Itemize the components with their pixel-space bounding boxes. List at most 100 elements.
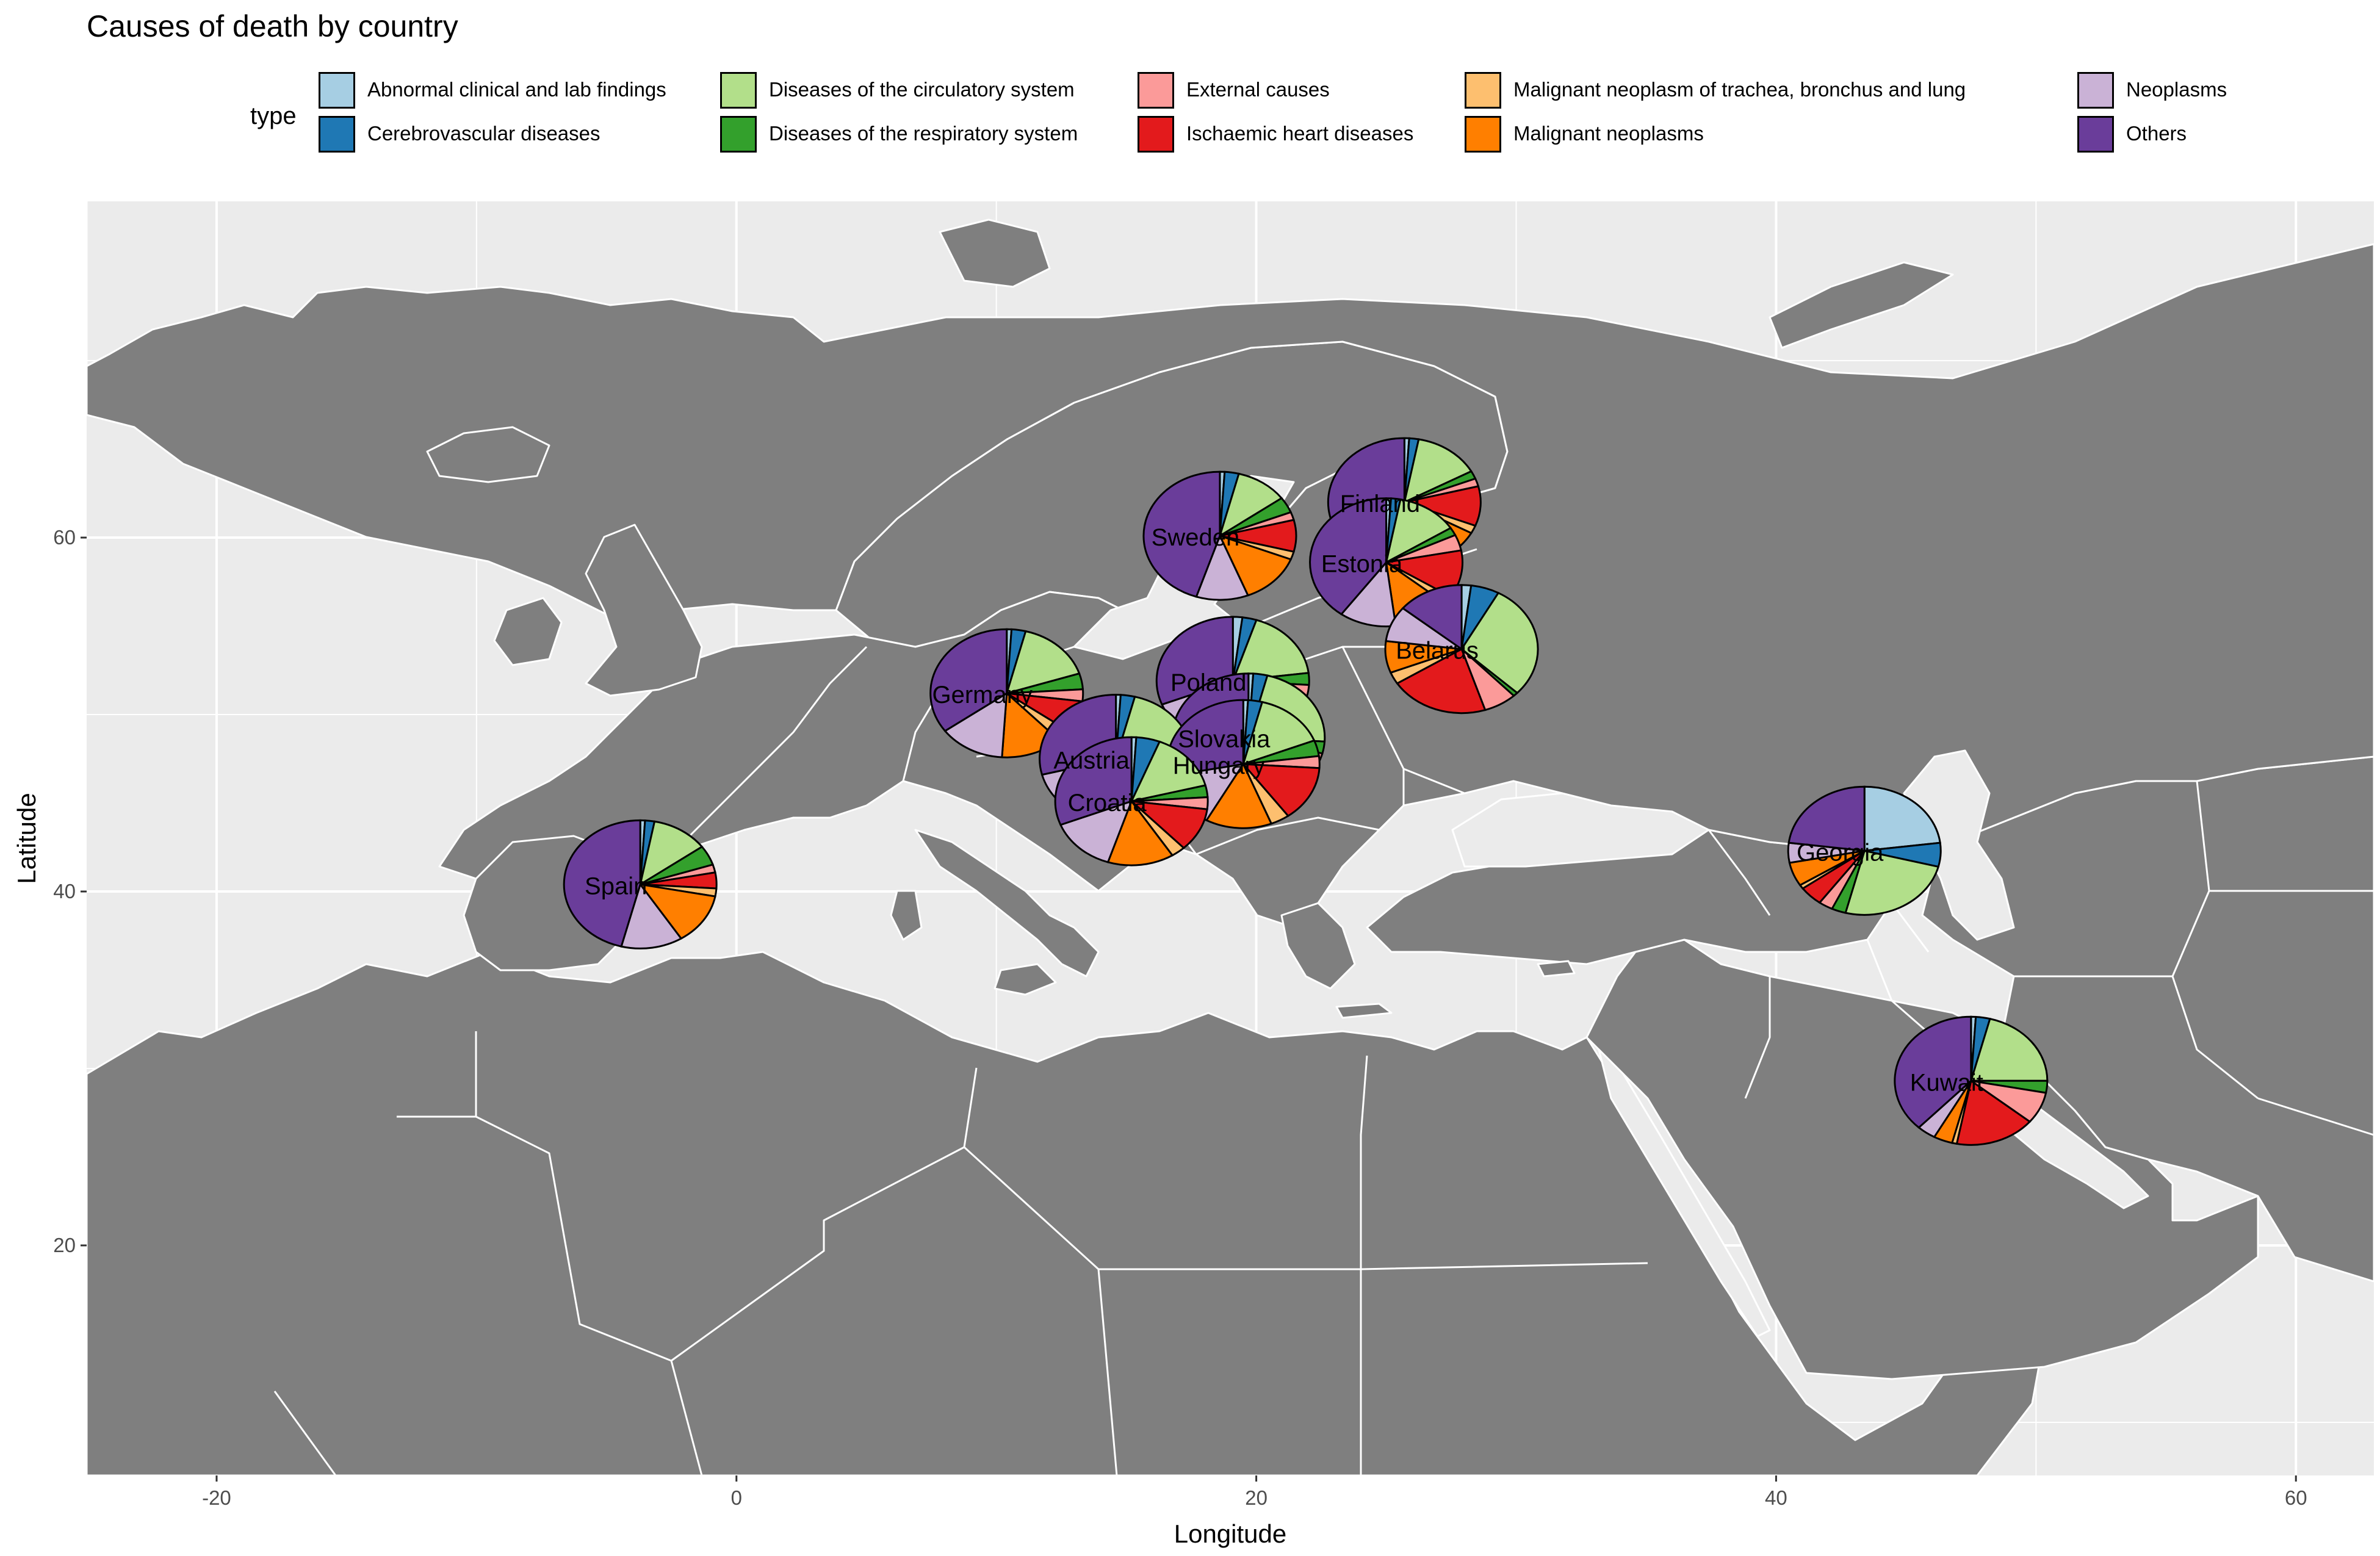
pie-kuwait [1894, 1015, 2049, 1146]
pie-slice [1460, 591, 1539, 694]
pie-slice [1106, 799, 1174, 866]
pie-slice [1787, 785, 1866, 852]
y-tick-label: 40 [53, 880, 76, 902]
land-ireland [493, 597, 563, 666]
pie-slice [563, 819, 641, 948]
legend-swatch [720, 116, 757, 153]
pie-slice [1241, 763, 1321, 818]
y-tick-label: 60 [53, 526, 76, 549]
land-europe-russia [85, 200, 2375, 929]
pie-sweden [1142, 470, 1297, 601]
country-label: Poland [1170, 669, 1247, 696]
legend-label: Abnormal clinical and lab findings [367, 78, 666, 101]
country-label: Spain [585, 873, 647, 899]
pie-slice [943, 691, 1008, 758]
pie-slice [1863, 785, 1941, 852]
pie-estonia [1309, 497, 1464, 628]
pie-spain [563, 819, 718, 949]
legend-swatch [319, 72, 355, 109]
pie-slice [1309, 497, 1388, 616]
pie-charts [563, 437, 2049, 1146]
pie-slice [1955, 1079, 2032, 1146]
legend-swatch [1138, 72, 1174, 109]
legend-label: Neoplasms [2126, 78, 2227, 101]
pie-slice [1242, 701, 1316, 766]
country-label: Estonia [1321, 551, 1403, 578]
land-sicily [993, 963, 1057, 996]
legend: type Abnormal clinical and lab findings C… [0, 0, 2380, 183]
pie-slice [1205, 762, 1273, 829]
pie-slice [1130, 740, 1207, 803]
pie-slice [1844, 849, 1940, 916]
x-tick-label: 20 [1245, 1486, 1268, 1509]
pie-slice [1403, 438, 1473, 504]
axes: -20 0 20 40 60 20 40 60 [53, 526, 2307, 1509]
country-label: Croatia [1068, 790, 1147, 816]
country-label: Belarus [1396, 638, 1479, 665]
legend-swatch [2077, 72, 2114, 109]
land-masses [85, 200, 2375, 1477]
legend-label: Cerebrovascular diseases [367, 122, 600, 145]
country-label: Austria [1053, 747, 1130, 774]
land-cyprus [1537, 960, 1576, 978]
country-labels: Spain Sweden Finland Estonia Belarus Poland Ge… [585, 491, 1983, 1096]
legend-swatch [319, 116, 355, 153]
pie-slice [1218, 534, 1293, 597]
legend-label: Ischaemic heart diseases [1186, 122, 1414, 145]
legend-swatch [1465, 72, 1501, 109]
land-arabia [1585, 938, 2259, 1380]
pie-slice [1195, 533, 1250, 601]
pie-slice [1396, 647, 1487, 715]
pie-slice [1385, 498, 1452, 564]
y-axis-title: Latitude [12, 793, 41, 884]
x-tick-label: 40 [1765, 1486, 1787, 1509]
country-label: Sweden [1152, 524, 1240, 551]
legend-label: Diseases of the respiratory system [769, 122, 1078, 145]
pie-slice [638, 883, 716, 940]
water-red-sea [1598, 1048, 1771, 1338]
pie-slice [1054, 736, 1133, 826]
border-lines-africa [273, 1031, 1648, 1476]
country-label: Georgia [1797, 839, 1884, 866]
pie-slice [1218, 472, 1283, 538]
legend-swatch [2077, 116, 2114, 153]
pie-belarus [1384, 584, 1539, 715]
pie-slice [1059, 799, 1133, 863]
pie-slice [1128, 800, 1208, 849]
pie-slice [1142, 470, 1221, 598]
pie-slice [638, 820, 704, 887]
land-iceland [426, 426, 550, 483]
water-caspian [1903, 749, 2015, 941]
country-label: Hungary [1173, 752, 1265, 779]
x-tick-label: 60 [2285, 1486, 2307, 1509]
pie-slice [1401, 584, 1463, 651]
legend-label: External causes [1186, 78, 1330, 101]
country-label: Slovakia [1178, 726, 1271, 753]
legend-swatch [720, 72, 757, 109]
x-tick-label: 0 [731, 1486, 742, 1509]
pie-slice [929, 628, 1008, 732]
land-sardinia [890, 890, 923, 941]
country-label: Kuwait [1910, 1069, 1983, 1096]
legend-label: Others [2126, 122, 2187, 145]
pie-slice [1969, 1017, 2049, 1082]
country-label: Finland [1340, 491, 1420, 517]
y-tick-label: 20 [53, 1234, 76, 1256]
legend-swatch [1138, 116, 1174, 153]
land-greece [1280, 902, 1356, 990]
legend-swatch [1465, 116, 1501, 153]
country-label: Germany [932, 682, 1033, 708]
x-tick-label: -20 [202, 1486, 231, 1509]
pie-slice [1231, 619, 1310, 682]
legend-label: Malignant neoplasm of trachea, bronchus … [1513, 78, 1966, 101]
land-svalbard [939, 218, 1051, 288]
pie-georgia [1787, 785, 1942, 916]
chart-title: Causes of death by country [87, 9, 458, 43]
legend-label: Diseases of the circulatory system [769, 78, 1075, 101]
pie-croatia [1054, 736, 1209, 866]
land-africa [85, 951, 2046, 1477]
x-axis-title: Longitude [1174, 1519, 1287, 1548]
land-crete [1335, 1003, 1393, 1019]
land-italy [914, 829, 1100, 978]
